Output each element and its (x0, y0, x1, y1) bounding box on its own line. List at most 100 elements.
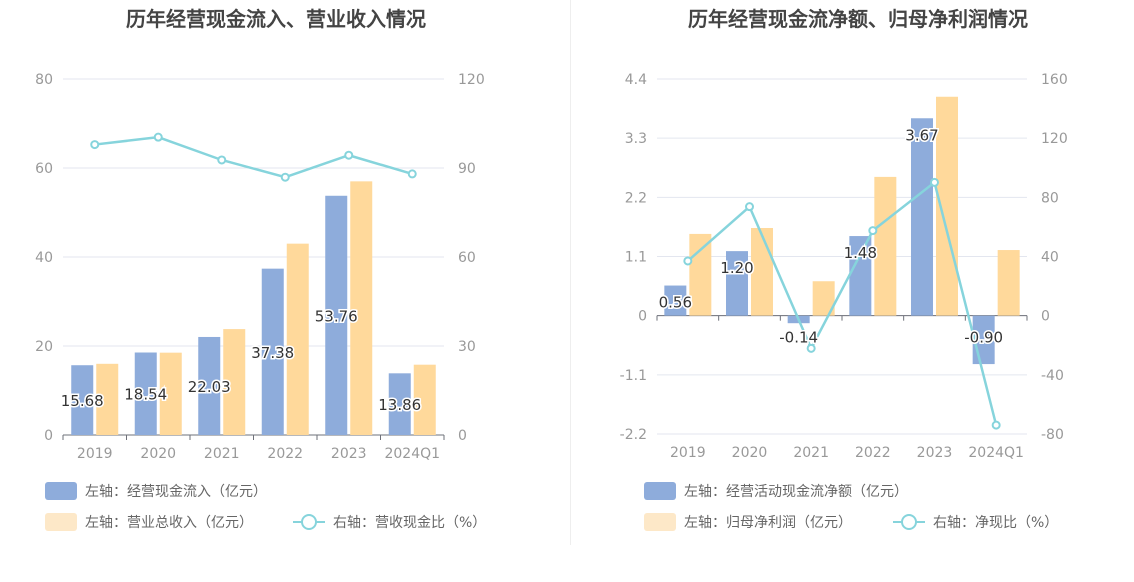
right-axis-tick-label: 40 (1041, 250, 1059, 266)
chart-title: 历年经营现金流入、营业收入情况 (126, 7, 426, 31)
x-axis-category-label: 2020 (140, 446, 176, 462)
left-axis-tick-label: 40 (35, 250, 53, 266)
bar-secondary (159, 352, 182, 435)
ratio-point (930, 177, 939, 187)
bar-data-label: 1.20 (720, 259, 753, 277)
ratio-point (344, 150, 354, 160)
bar-data-label: 53.76 (315, 307, 358, 325)
bar-primary (71, 365, 94, 435)
x-axis-category-label: 2020 (732, 445, 768, 461)
right-axis-tick-label: 0 (1041, 309, 1050, 325)
ratio-point (806, 343, 816, 353)
legend-swatch (644, 513, 676, 531)
cashflow-revenue-chart: 历年经营现金流入、营业收入情况 0 0 20 30 40 60 60 90 80 120 2019 20… (35, 7, 486, 531)
bar-data-label: 13.86 (378, 396, 421, 414)
bar-secondary (874, 176, 897, 316)
left-axis-tick-label: 80 (35, 72, 53, 88)
legend-label: 左轴：归母净利润（亿元） (684, 514, 852, 531)
ratio-point (90, 140, 100, 150)
bar-secondary (413, 364, 436, 435)
bar-primary (726, 251, 748, 316)
x-axis-category-label: 2022 (267, 446, 303, 462)
ratio-point (991, 420, 1001, 430)
left-axis-tick-label: -1.1 (620, 368, 647, 384)
bar-data-label: 37.38 (251, 344, 294, 362)
bar-secondary (997, 250, 1020, 316)
ratio-point (217, 155, 227, 165)
ratio-point (683, 256, 693, 266)
bar-primary (325, 195, 348, 435)
legend-label: 左轴：经营活动现金流净额（亿元） (684, 484, 908, 500)
netcash-profit-chart: 历年经营现金流净额、归母净利润情况 -2.2 -80 -1.1 -40 0 0 1.1 40 2.… (620, 7, 1068, 531)
bar-data-label: -0.90 (964, 329, 1003, 347)
bar-secondary (96, 363, 119, 435)
bar-secondary (223, 329, 246, 435)
panel-divider (570, 0, 571, 545)
ratio-point (745, 202, 754, 212)
right-axis-tick-label: 60 (458, 250, 476, 266)
ratio-point (407, 169, 417, 179)
left-axis-tick-label: 0 (44, 428, 53, 444)
bar-data-label: 22.03 (188, 378, 231, 396)
right-axis-tick-label: 30 (458, 339, 476, 355)
legend-swatch (45, 482, 77, 500)
right-axis-tick-label: 120 (458, 72, 485, 88)
right-axis-tick-label: -80 (1041, 427, 1064, 443)
bar-secondary (286, 243, 309, 435)
legend-label: 右轴：净现比（%） (933, 515, 1058, 531)
bar-secondary (751, 227, 773, 316)
ratio-line (94, 135, 413, 179)
ratio-point (280, 172, 290, 182)
legend-label: 左轴：营业总收入（亿元） (85, 515, 253, 531)
x-axis-category-label: 2024Q1 (384, 446, 440, 462)
bar-primary (261, 268, 284, 435)
left-axis-tick-label: 20 (35, 339, 53, 355)
x-axis-category-label: 2021 (793, 445, 829, 461)
bar-data-label: -0.14 (779, 329, 818, 347)
legend-swatch (644, 482, 676, 500)
x-axis-category-label: 2019 (670, 445, 706, 461)
bar-primary (134, 352, 157, 435)
legend-swatch (45, 513, 77, 531)
bar-primary (911, 118, 933, 316)
right-axis-tick-label: -40 (1041, 368, 1064, 384)
right-axis-tick-label: 80 (1041, 190, 1059, 206)
x-axis-category-label: 2019 (77, 446, 113, 462)
bar-primary (849, 236, 872, 316)
right-axis-tick-label: 120 (1041, 131, 1068, 147)
bar-primary (388, 373, 411, 435)
x-axis-category-label: 2023 (331, 446, 367, 462)
left-axis-tick-label: -2.2 (620, 427, 647, 443)
left-axis-tick-label: 0 (638, 309, 647, 325)
x-axis-category-label: 2023 (917, 445, 953, 461)
legend-label: 右轴：营收现金比（%） (333, 515, 486, 531)
bar-secondary (350, 181, 373, 435)
legend-label: 左轴：经营现金流入（亿元） (85, 484, 267, 500)
legend-marker (901, 514, 917, 530)
chart-title: 历年经营现金流净额、归母净利润情况 (688, 7, 1028, 31)
left-axis-tick-label: 3.3 (625, 131, 647, 147)
x-axis-category-label: 2021 (204, 446, 240, 462)
bar-data-label: 0.56 (659, 294, 692, 312)
ratio-line (687, 180, 998, 426)
bar-primary (198, 336, 221, 435)
bar-secondary (689, 233, 712, 316)
left-axis-tick-label: 2.2 (625, 190, 647, 206)
bar-secondary (812, 281, 835, 316)
x-axis-category-label: 2024Q1 (968, 445, 1024, 461)
right-axis-tick-label: 0 (458, 428, 467, 444)
ratio-point (153, 132, 163, 142)
x-axis-category-label: 2022 (855, 445, 891, 461)
left-axis-tick-label: 1.1 (625, 250, 647, 266)
bar-primary (664, 285, 687, 316)
ratio-point (868, 226, 878, 236)
bar-data-label: 15.68 (61, 392, 104, 410)
bar-secondary (936, 96, 958, 316)
bar-data-label: 3.67 (905, 126, 938, 144)
legend-marker (301, 514, 317, 530)
left-axis-tick-label: 60 (35, 161, 53, 177)
left-axis-tick-label: 4.4 (625, 72, 647, 88)
right-axis-tick-label: 90 (458, 161, 476, 177)
bar-data-label: 1.48 (844, 244, 877, 262)
